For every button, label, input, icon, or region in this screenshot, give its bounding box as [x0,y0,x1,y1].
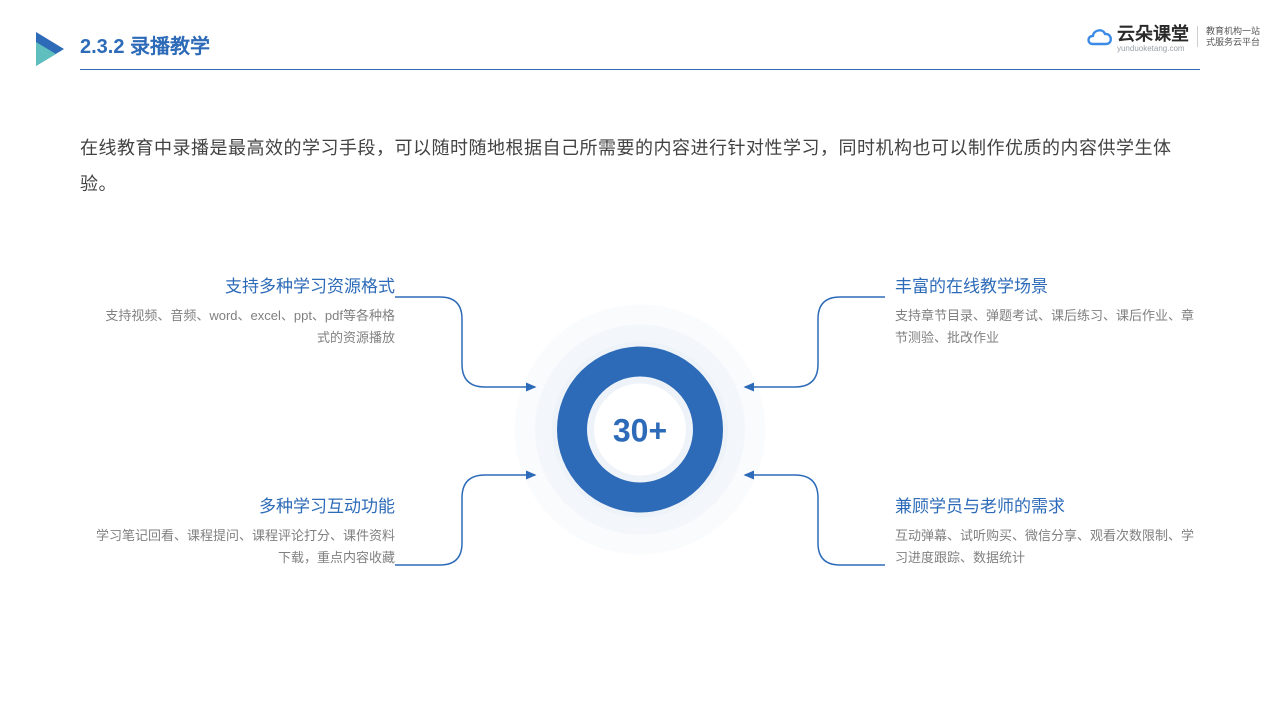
logo-tagline: 教育机构一站 式服务云平台 [1197,26,1260,48]
center-value: 30+ [613,413,667,449]
slide-header: 2.3.2 录播教学 云朵课堂 yunduoketang.com 教育机构一站 … [0,0,1280,90]
center-circle: 30+ [510,300,770,565]
logo-text: 云朵课堂 [1117,24,1189,44]
feature-title: 丰富的在线教学场景 [895,272,1195,297]
feature-desc: 学习笔记回看、课程提问、课程评论打分、课件资料下载，重点内容收藏 [95,525,395,569]
section-text: 录播教学 [130,36,210,58]
feature-bottom-right: 兼顾学员与老师的需求 互动弹幕、试听购买、微信分享、观看次数限制、学习进度跟踪、… [895,492,1195,569]
feature-diagram: 30+ [0,212,1280,652]
feature-title: 多种学习互动功能 [95,492,395,517]
feature-desc: 互动弹幕、试听购买、微信分享、观看次数限制、学习进度跟踪、数据统计 [895,525,1195,569]
feature-top-right: 丰富的在线教学场景 支持章节目录、弹题考试、课后练习、课后作业、章节测验、批改作… [895,272,1195,349]
play-icon [32,30,70,73]
brand-logo: 云朵课堂 yunduoketang.com 教育机构一站 式服务云平台 [1085,20,1260,53]
feature-bottom-left: 多种学习互动功能 学习笔记回看、课程提问、课程评论打分、课件资料下载，重点内容收… [95,492,395,569]
feature-title: 兼顾学员与老师的需求 [895,492,1195,517]
intro-paragraph: 在线教育中录播是最高效的学习手段，可以随时随地根据自己所需要的内容进行针对性学习… [0,90,1280,202]
feature-title: 支持多种学习资源格式 [95,272,395,297]
cloud-icon [1085,26,1113,48]
logo-domain: yunduoketang.com [1117,44,1189,53]
feature-desc: 支持视频、音频、word、excel、ppt、pdf等各种格式的资源播放 [95,305,395,349]
feature-top-left: 支持多种学习资源格式 支持视频、音频、word、excel、ppt、pdf等各种… [95,272,395,349]
section-title: 2.3.2 录播教学 [80,30,1200,70]
feature-desc: 支持章节目录、弹题考试、课后练习、课后作业、章节测验、批改作业 [895,305,1195,349]
section-number: 2.3.2 [80,36,124,58]
